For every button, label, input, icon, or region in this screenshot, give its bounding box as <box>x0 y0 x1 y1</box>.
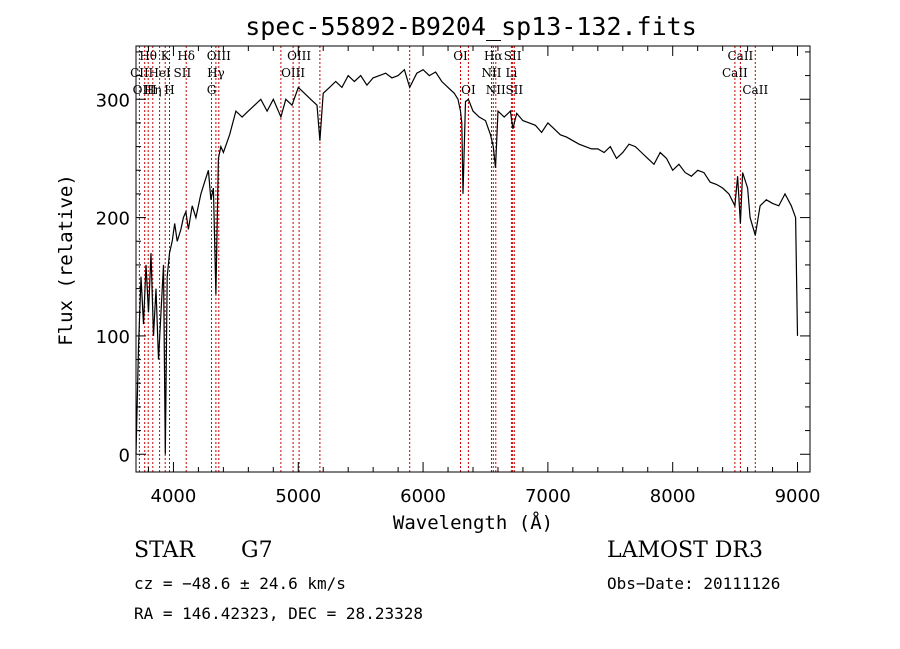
line-label: G <box>207 83 217 97</box>
ra-dec-coordinates: RA = 146.42323, DEC = 28.23328 <box>134 604 423 623</box>
line-label: Hθ <box>139 49 157 63</box>
y-tick-label: 0 <box>119 445 130 466</box>
spectral-line-labels: Hθ CII OIII K HeI Hη H Hδ SII OIII Hγ G OIII OIII OI OI… <box>130 49 768 97</box>
line-label: OI <box>453 49 468 63</box>
x-tick-label: 8000 <box>650 486 696 507</box>
line-label: Hδ <box>177 49 195 63</box>
line-label: SII <box>505 83 523 97</box>
y-axis-label: Flux (relative) <box>55 174 77 346</box>
axis-ticks: 4000 5000 6000 7000 8000 9000 0 100 200 300 <box>96 46 821 507</box>
x-tick-label: 6000 <box>400 486 446 507</box>
x-axis-label: Wavelength (Å) <box>393 511 553 534</box>
line-label: Hη <box>144 83 162 97</box>
line-label: OIII <box>281 66 305 80</box>
x-tick-label: 9000 <box>775 486 821 507</box>
x-tick-label: 4000 <box>151 486 197 507</box>
line-label: CaII <box>742 83 768 97</box>
line-label: HeI <box>148 66 171 80</box>
line-label: OIII <box>287 49 311 63</box>
y-tick-label: 300 <box>96 90 130 111</box>
line-label: CaII <box>722 66 748 80</box>
x-tick-label: 7000 <box>525 486 571 507</box>
line-label: Hγ <box>207 66 225 80</box>
line-label: SII <box>504 49 522 63</box>
line-label: CII <box>130 66 149 80</box>
line-label: CaII <box>727 49 753 63</box>
object-subclass: G7 <box>241 538 273 563</box>
line-label: OIII <box>133 83 157 97</box>
line-label: K <box>161 49 171 63</box>
x-tick-label: 5000 <box>275 486 321 507</box>
line-label: NII <box>486 83 506 97</box>
line-label: Hα <box>484 49 503 63</box>
line-label: Li <box>505 66 517 80</box>
line-label: OI <box>461 83 476 97</box>
chart-title: spec-55892-B9204_sp13-132.fits <box>245 12 697 41</box>
y-tick-label: 200 <box>96 209 130 230</box>
line-label: OIII <box>207 49 231 63</box>
flux-series <box>135 68 799 455</box>
observation-date: Obs−Date: 20111126 <box>607 574 781 593</box>
line-label: SII <box>174 66 192 80</box>
spectral-line-markers <box>138 46 756 472</box>
y-tick-label: 100 <box>96 327 130 348</box>
redshift-velocity: cz = −48.6 ± 24.6 km/s <box>134 574 346 593</box>
object-class: STAR <box>134 538 195 563</box>
survey-name: LAMOST DR3 <box>607 538 763 563</box>
line-label: H <box>164 83 174 97</box>
line-label: NII <box>482 66 502 80</box>
